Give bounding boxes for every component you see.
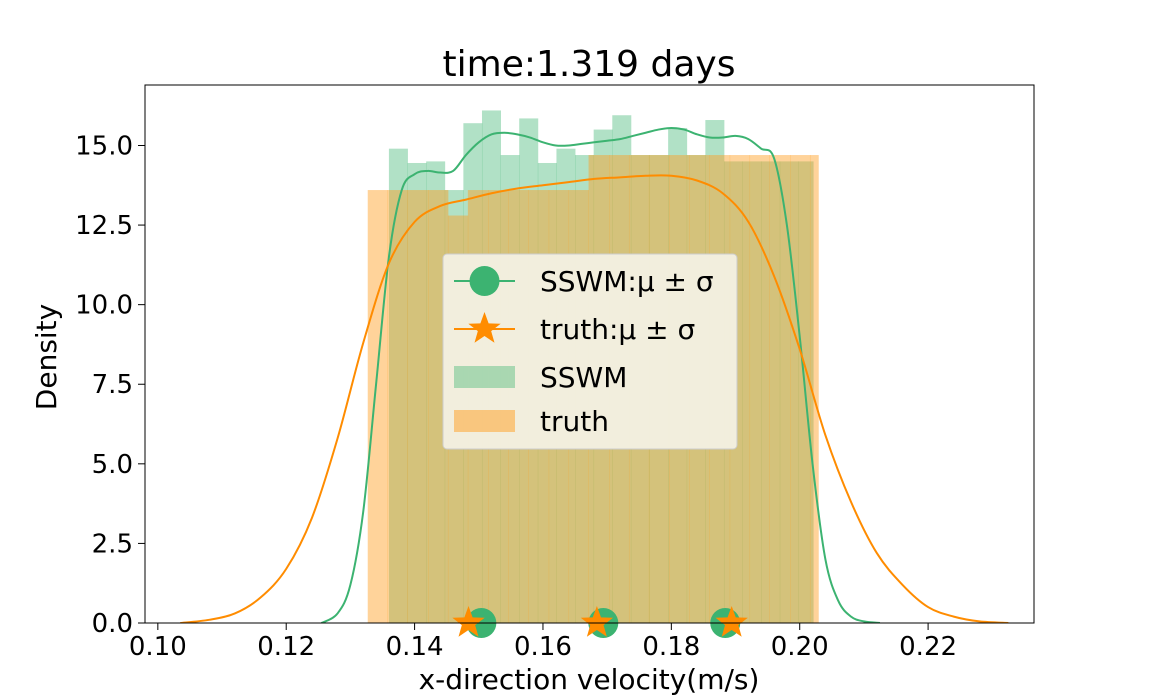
y-tick-label: 5.0 <box>92 450 133 480</box>
histogram-bar-sswm <box>426 161 446 623</box>
legend-entry: truth <box>454 405 609 438</box>
truth-marker <box>452 606 485 637</box>
legend-swatch <box>454 366 515 388</box>
legend-star-marker <box>468 312 501 343</box>
legend-entry: truth:μ ± σ <box>454 312 695 346</box>
y-tick-label: 2.5 <box>92 529 133 559</box>
kde-line-sswm <box>321 126 881 623</box>
legend-label: truth <box>540 405 609 438</box>
legend-label: SSWM <box>540 361 627 394</box>
histogram-bar-sswm <box>407 162 427 623</box>
kde-line-truth <box>180 174 1009 623</box>
y-tick-label: 0.0 <box>92 609 133 639</box>
legend-swatch <box>454 410 515 432</box>
y-axis: 0.0 2.5 5.0 7.5 10.0 12.5 15.0 <box>75 131 145 639</box>
histogram-bar-truth <box>749 155 770 623</box>
y-axis-label: Density <box>30 304 63 410</box>
histogram-bar-truth <box>407 190 429 623</box>
x-tick-label: 0.14 <box>386 632 444 662</box>
histogram-bar-truth <box>367 190 389 623</box>
x-tick-label: 0.12 <box>257 632 315 662</box>
legend-entry: SSWM:μ ± σ <box>454 265 714 298</box>
x-tick-label: 0.16 <box>514 632 572 662</box>
legend-entry: SSWM <box>454 361 627 394</box>
truth-marker <box>715 606 748 637</box>
legend-label: SSWM:μ ± σ <box>540 265 714 298</box>
x-tick-label: 0.20 <box>771 632 829 662</box>
chart-title: time:1.319 days <box>443 44 736 85</box>
histogram-bar-sswm <box>761 161 781 623</box>
histogram-bar-sswm <box>388 148 408 623</box>
y-tick-label: 15.0 <box>75 131 133 161</box>
legend: SSWM:μ ± σ truth:μ ± σ SSWM truth <box>442 253 738 450</box>
histogram-bar-truth <box>809 155 819 623</box>
x-tick-label: 0.18 <box>642 632 700 662</box>
legend-label: truth:μ ± σ <box>540 313 695 346</box>
histogram-bar-sswm <box>742 161 762 623</box>
histogram-bar-truth <box>387 190 408 623</box>
legend-circle-marker <box>469 266 500 296</box>
x-axis-label: x-direction velocity(m/s) <box>419 663 760 696</box>
x-tick-label: 0.22 <box>899 632 957 662</box>
histogram-bar-truth <box>790 155 811 623</box>
x-axis: 0.10 0.12 0.14 0.16 0.18 0.20 0.22 <box>129 623 957 662</box>
truth-marker <box>580 606 614 637</box>
y-tick-label: 12.5 <box>75 211 133 241</box>
y-tick-label: 10.0 <box>75 291 133 321</box>
x-tick-label: 0.10 <box>129 632 187 662</box>
histogram-bar-truth <box>769 155 791 623</box>
legend-box <box>442 253 738 450</box>
y-tick-label: 7.5 <box>92 370 133 400</box>
plot-frame <box>144 84 1035 624</box>
